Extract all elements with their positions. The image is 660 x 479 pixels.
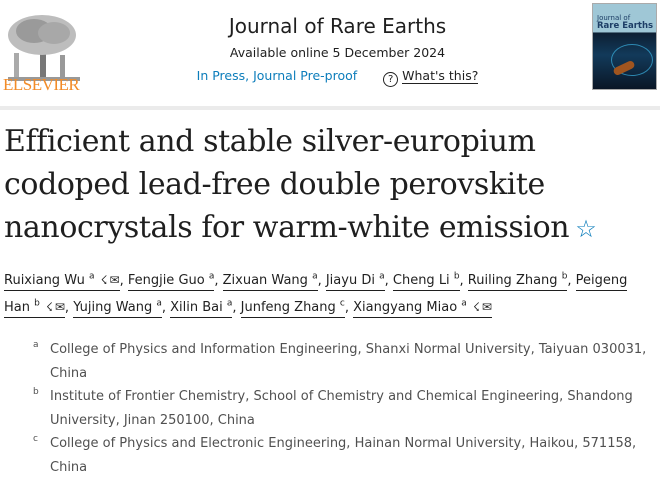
author-link[interactable]: Ruiling Zhang b: [467, 272, 568, 292]
question-circle-icon[interactable]: ?: [383, 72, 399, 87]
author-link[interactable]: Ruixiang Wu a ☇ ✉: [4, 272, 120, 292]
author-name: Zixuan Wang: [222, 273, 308, 289]
article-status: In Press, Journal Pre-proof ? What's this…: [150, 67, 525, 87]
journal-cover-image[interactable]: Journal of Rare Earths: [592, 3, 657, 90]
author-link[interactable]: Jiayu Di a: [325, 272, 385, 292]
separator: ,: [214, 273, 223, 289]
affiliation: a College of Physics and Information Engi…: [0, 338, 650, 385]
email-icon[interactable]: ✉: [481, 300, 492, 315]
elsevier-tree-logo[interactable]: [4, 4, 82, 92]
separator: ,: [161, 300, 171, 316]
affiliation-marker: a: [156, 298, 162, 309]
author-name: Peigeng Han: [4, 273, 628, 316]
journal-title[interactable]: Journal of Rare Earths: [228, 14, 447, 38]
author-link[interactable]: Cheng Li b: [392, 272, 460, 292]
person-icon[interactable]: ☇: [472, 300, 480, 315]
author-name: Junfeng Zhang: [240, 300, 336, 316]
author-link[interactable]: Zixuan Wang a: [222, 272, 318, 292]
elsevier-wordmark: ELSEVIER: [3, 75, 80, 94]
journal-header: Journal of Rare Earths Available online …: [150, 12, 525, 87]
separator: ,: [64, 300, 74, 316]
author-name: Ruixiang Wu: [4, 273, 85, 289]
separator: ,: [567, 273, 576, 289]
affiliation-list: a College of Physics and Information Engi…: [0, 338, 660, 479]
affiliation-marker: a: [312, 272, 318, 282]
header-divider: [0, 106, 660, 110]
author-link[interactable]: Xilin Bai a: [170, 298, 233, 319]
affiliation-marker: b: [453, 272, 460, 282]
affiliation-marker: a: [226, 298, 233, 309]
article-title-text: Efficient and stable silver-europium cod…: [4, 124, 570, 245]
author-name: Ruiling Zhang: [467, 273, 558, 289]
author-link[interactable]: Xiangyang Miao a ☇ ✉: [353, 298, 492, 319]
person-icon[interactable]: ☇: [100, 273, 108, 288]
author-link[interactable]: Junfeng Zhang c: [240, 298, 345, 319]
whats-this-link[interactable]: What's this?: [402, 68, 479, 84]
author-name: Xiangyang Miao: [353, 300, 458, 316]
cover-artwork: [611, 44, 653, 76]
article-title: Efficient and stable silver-europium cod…: [4, 120, 654, 251]
affiliation-marker: a: [208, 272, 215, 282]
affiliation-marker: b: [34, 298, 40, 309]
author-name: Fengjie Guo: [127, 273, 205, 289]
in-press-status: In Press, Journal Pre-proof: [196, 68, 358, 83]
author-list: Ruixiang Wu a ☇ ✉, Fengjie Guo a, Zixuan …: [4, 266, 654, 320]
affiliation: b Institute of Frontier Chemistry, School…: [0, 385, 650, 432]
separator: ,: [232, 300, 241, 316]
available-online-date: Available online 5 December 2024: [229, 45, 446, 60]
author-link[interactable]: Peigeng Han b ☇ ✉: [4, 273, 628, 319]
email-icon[interactable]: ✉: [109, 273, 120, 288]
separator: ,: [119, 273, 128, 289]
affiliation-text: College of Physics and Electronic Engine…: [50, 436, 637, 475]
separator: ,: [317, 273, 326, 289]
affiliation-label: b: [33, 387, 39, 397]
cover-title: Journal of Rare Earths: [597, 14, 654, 31]
separator: ,: [459, 273, 468, 289]
affiliation-text: Institute of Frontier Chemistry, School …: [50, 389, 633, 428]
affiliation: c College of Physics and Electronic Engin…: [0, 432, 650, 479]
person-icon[interactable]: ☇: [45, 300, 53, 315]
star-icon[interactable]: ☆: [575, 215, 597, 243]
affiliation-text: College of Physics and Information Engin…: [50, 342, 647, 381]
author-link[interactable]: Yujing Wang a: [73, 298, 162, 319]
affiliation-marker: a: [461, 298, 467, 309]
separator: ,: [344, 300, 354, 316]
affiliation-marker: a: [88, 272, 95, 282]
author-name: Jiayu Di: [325, 273, 375, 289]
affiliation-marker: b: [561, 272, 568, 282]
affiliation-marker: c: [339, 298, 345, 309]
author-name: Xilin Bai: [170, 300, 223, 316]
author-name: Cheng Li: [392, 273, 450, 289]
affiliation-label: c: [33, 434, 38, 444]
email-icon[interactable]: ✉: [54, 300, 65, 315]
author-link[interactable]: Fengjie Guo a: [127, 272, 215, 292]
affiliation-label: a: [33, 340, 39, 350]
affiliation-marker: a: [379, 272, 385, 282]
separator: ,: [384, 273, 393, 289]
author-name: Yujing Wang: [73, 300, 153, 316]
